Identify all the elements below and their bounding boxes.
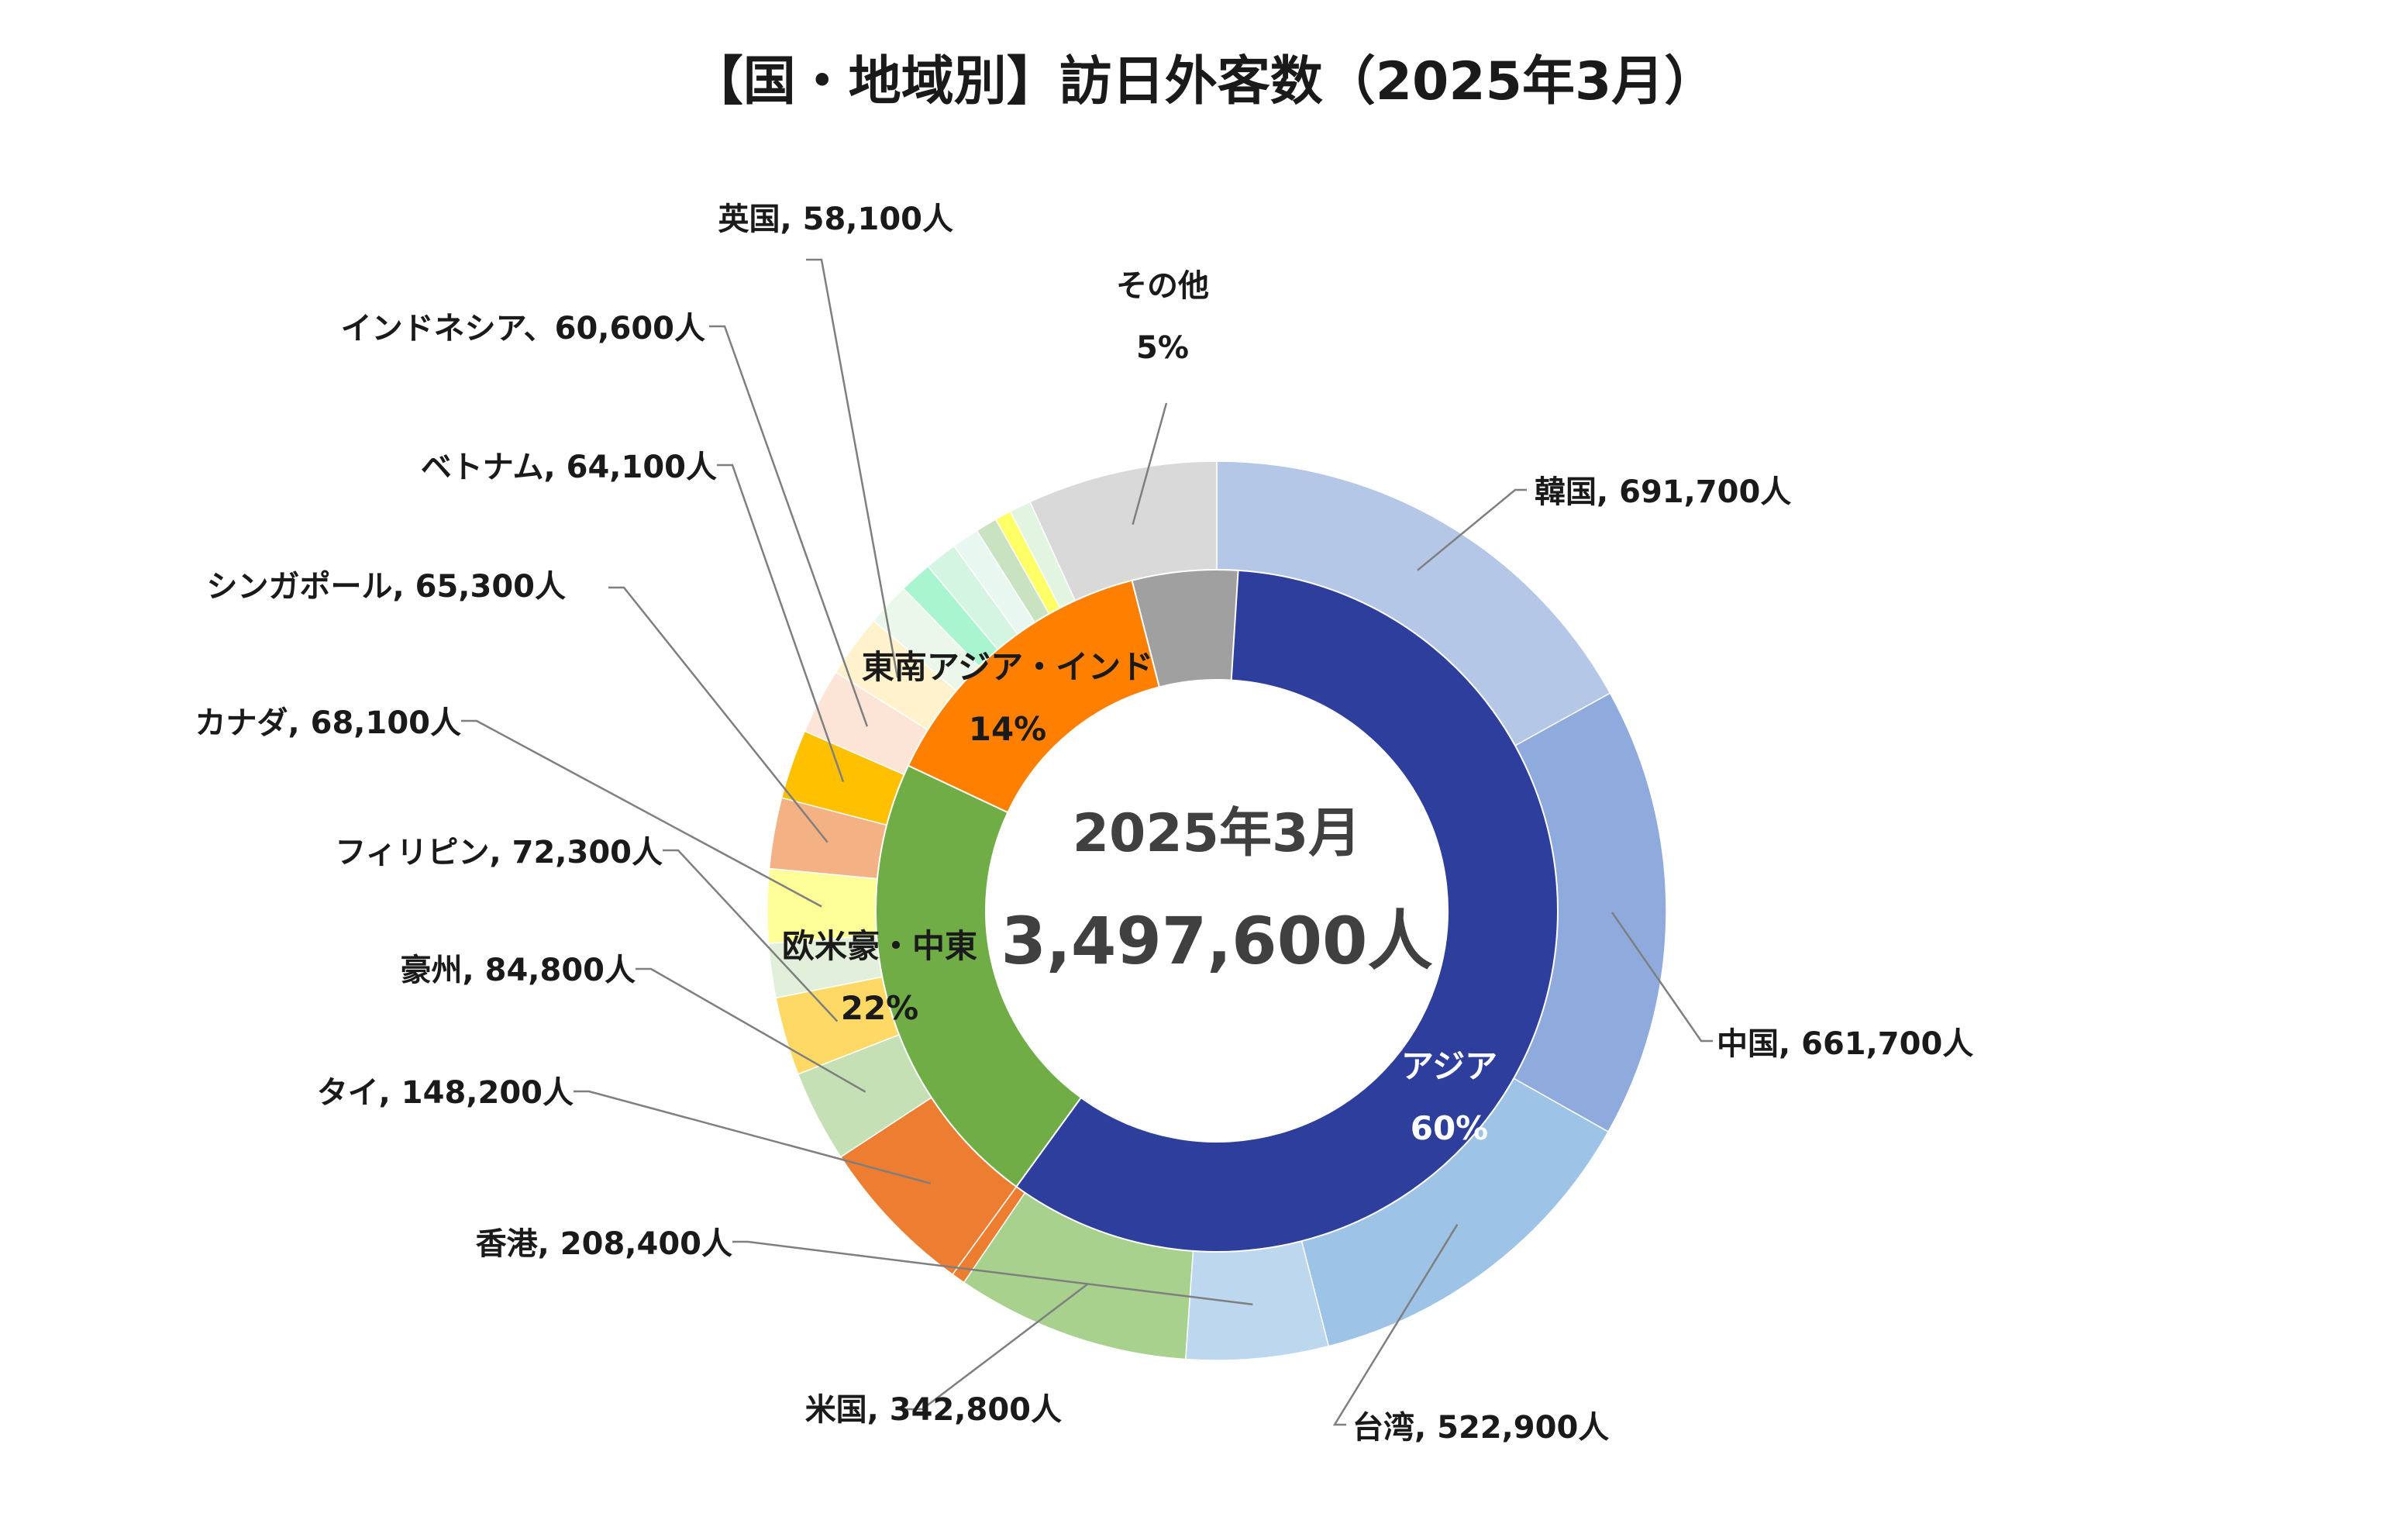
chart-title: 【国・地域別】訪日外客数（2025年3月） — [691, 51, 1717, 112]
inner-percent-0: 60% — [1411, 1109, 1489, 1147]
outer-label-11: インドネシア、60,600人 — [341, 311, 705, 346]
leader-line-8 — [461, 719, 822, 908]
outer-ring — [766, 460, 1667, 1361]
outer-label-10: ベトナム, 64,100人 — [421, 450, 717, 485]
leader-line-other — [1132, 402, 1168, 525]
leader-line-5 — [574, 1090, 932, 1184]
other-label: その他 — [1116, 268, 1209, 304]
outer-label-1: 中国, 661,700人 — [1717, 1026, 1973, 1062]
inner-label-1: 欧米豪・中東 — [782, 927, 977, 965]
leader-line-2 — [1332, 1224, 1459, 1426]
inner-ring — [875, 568, 1559, 1253]
outer-label-5: タイ, 148,200人 — [317, 1075, 574, 1111]
leader-line-6 — [636, 967, 866, 1093]
outer-label-6: 豪州, 84,800人 — [401, 953, 636, 988]
outer-label-7: フィリピン, 72,300人 — [335, 835, 663, 870]
leader-line-3 — [732, 1240, 1253, 1306]
inner-slice-0 — [1015, 568, 1559, 1253]
inner-percent-2: 14% — [969, 710, 1047, 748]
outer-label-8: カナダ, 68,100人 — [195, 705, 461, 741]
outer-label-0: 韓国, 691,700人 — [1535, 474, 1791, 510]
outer-label-2: 台湾, 522,900人 — [1352, 1410, 1609, 1446]
leader-line-12 — [806, 258, 899, 678]
leader-line-0 — [1417, 488, 1527, 571]
leader-line-10 — [717, 464, 845, 782]
outer-label-3: 香港, 208,400人 — [476, 1226, 732, 1262]
leader-line-7 — [663, 849, 839, 1022]
inner-percent-1: 22% — [841, 989, 919, 1027]
leader-line-4 — [907, 1283, 1088, 1411]
leader-line-9 — [608, 586, 829, 843]
outer-label-9: シンガポール, 65,300人 — [207, 569, 566, 605]
outer-label-12: 英国, 58,100人 — [718, 202, 953, 237]
leader-line-1 — [1611, 912, 1713, 1043]
inner-label-2: 東南アジア・インド — [862, 648, 1153, 686]
center-date-label: 2025年3月 — [1073, 803, 1362, 864]
other-percent: 5% — [1136, 330, 1189, 366]
outer-label-4: 米国, 342,800人 — [805, 1392, 1062, 1428]
center-total-label: 3,497,600人 — [1001, 903, 1433, 979]
leader-lines — [461, 258, 1713, 1426]
inner-slice-1 — [875, 764, 1083, 1188]
inner-slice-3 — [1131, 569, 1239, 688]
inner-label-0: アジア — [1401, 1047, 1497, 1085]
leader-line-11 — [709, 325, 869, 727]
